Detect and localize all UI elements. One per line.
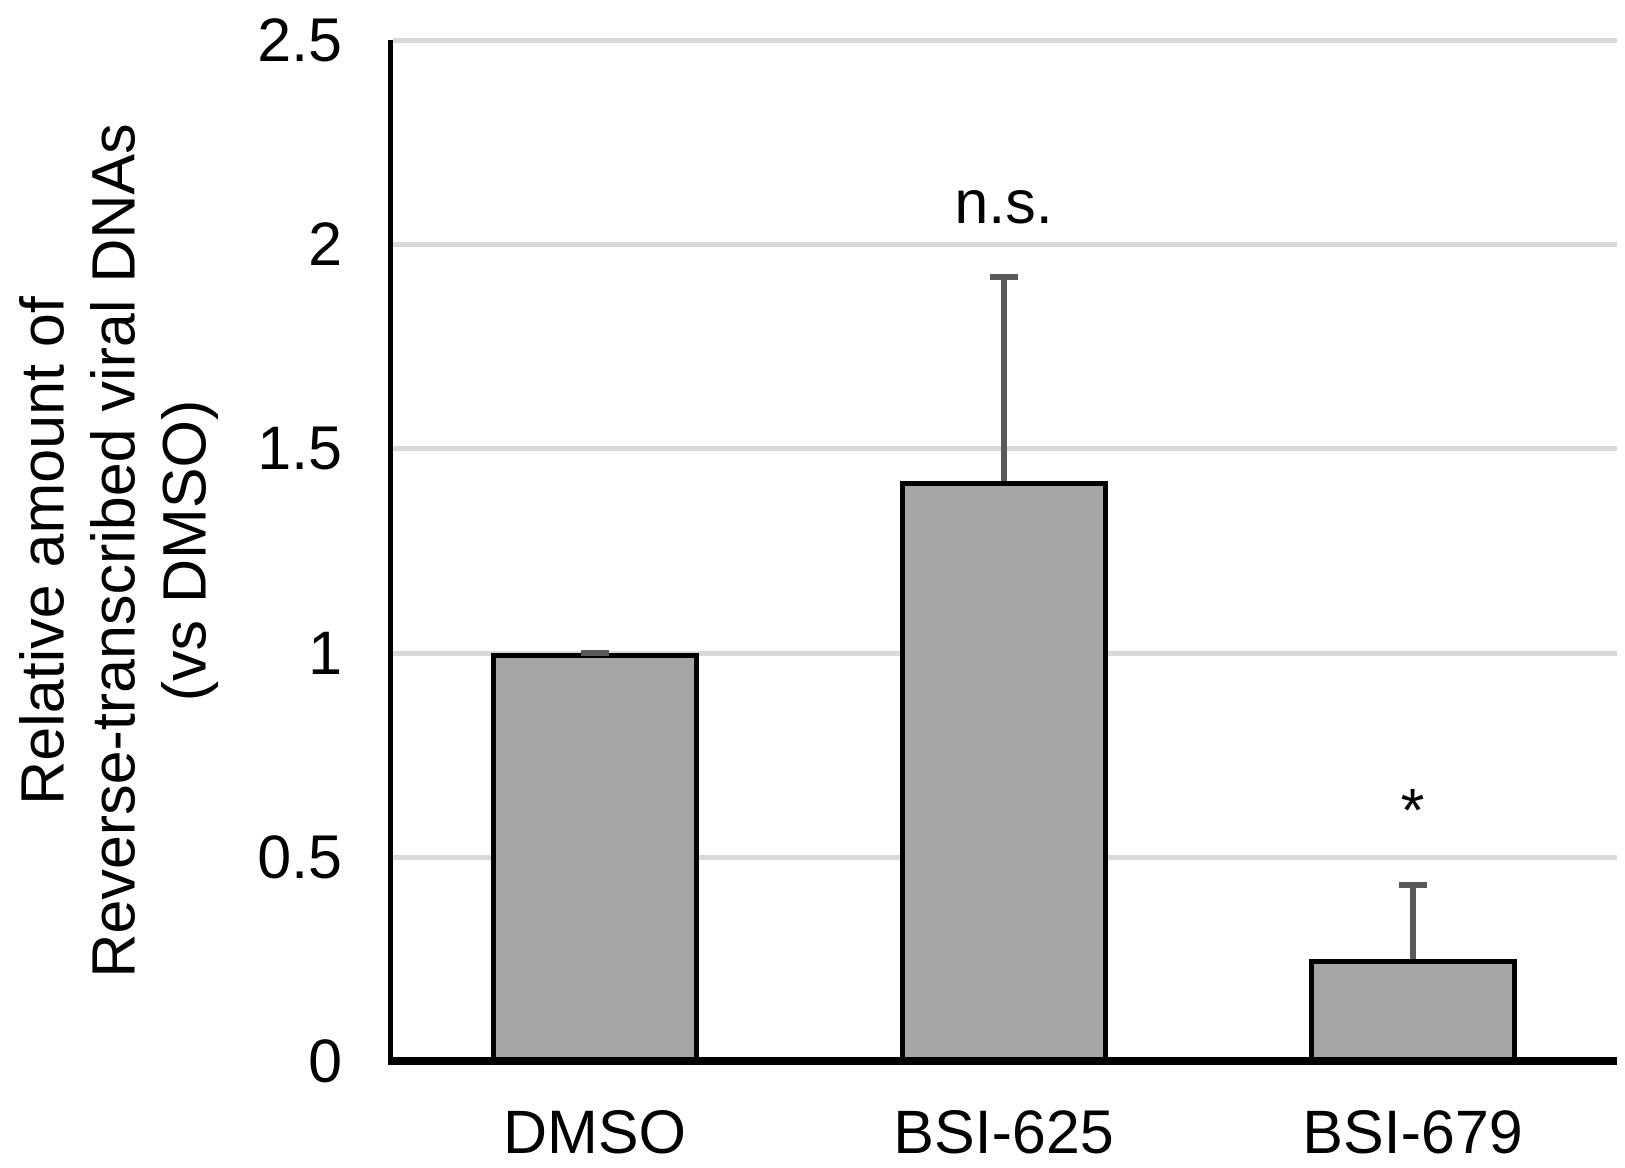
gridline — [393, 242, 1617, 248]
bar — [1308, 958, 1517, 1057]
y-tick-label: 1.5 — [257, 414, 342, 483]
x-category-label: BSI-679 — [1302, 1098, 1523, 1166]
y-axis-title: Relative amount of Reverse-transcribed v… — [8, 1, 223, 1101]
error-bar-line — [1000, 276, 1007, 482]
y-tick-label: 0.5 — [257, 822, 342, 891]
x-category-label: BSI-625 — [893, 1098, 1114, 1166]
x-axis-line — [388, 1057, 1617, 1065]
y-tick-label: 0 — [308, 1027, 342, 1095]
y-axis-title-line-1: Relative amount of — [8, 296, 77, 805]
x-category-label: DMSO — [503, 1098, 686, 1166]
bar — [490, 652, 699, 1057]
y-tick-label: 2.5 — [257, 6, 342, 74]
error-bar-line — [1409, 885, 1416, 959]
error-bar-cap — [1398, 882, 1427, 889]
significance-annotation: * — [1400, 776, 1425, 845]
bar — [899, 481, 1108, 1057]
y-tick-label: 2 — [308, 210, 342, 279]
gridline — [393, 38, 1617, 43]
y-tick-label: 1 — [308, 618, 342, 687]
error-bar-cap — [989, 273, 1018, 280]
significance-annotation: n.s. — [954, 167, 1053, 236]
error-bar-cap — [580, 649, 609, 656]
y-axis-line — [388, 40, 393, 1065]
y-axis-title-line-3: (vs DMSO) — [150, 399, 219, 702]
y-axis-title-line-2: Reverse-transcribed viral DNAs — [79, 123, 148, 978]
